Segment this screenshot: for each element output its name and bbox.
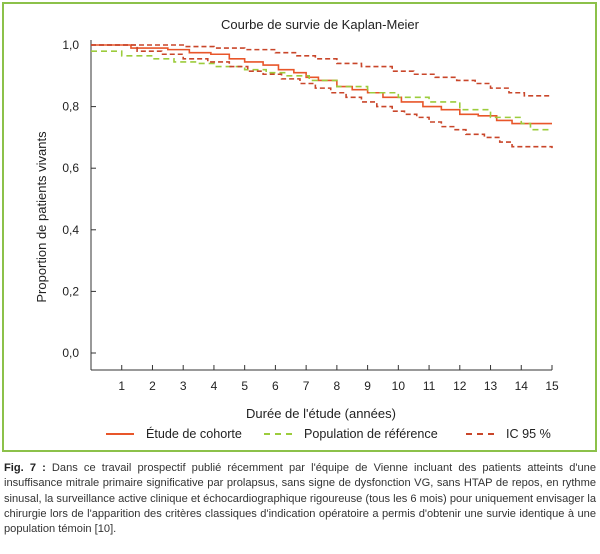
x-tick-label: 4 bbox=[211, 379, 218, 393]
legend-swatch-cohort bbox=[106, 432, 134, 435]
legend-label-cohort: Étude de cohorte bbox=[146, 427, 242, 441]
legend-item-reference: Population de référence bbox=[264, 427, 438, 441]
x-tick-label: 13 bbox=[484, 379, 498, 393]
y-tick-label: 0,0 bbox=[62, 346, 79, 360]
x-tick-label: 15 bbox=[545, 379, 559, 393]
legend-label-ci: IC 95 % bbox=[506, 427, 551, 441]
x-tick-label: 3 bbox=[180, 379, 187, 393]
x-tick-label: 14 bbox=[515, 379, 529, 393]
x-tick-label: 7 bbox=[303, 379, 310, 393]
x-tick-label: 12 bbox=[453, 379, 467, 393]
y-tick-label: 0,4 bbox=[62, 223, 79, 237]
axes bbox=[90, 40, 552, 371]
figure-frame bbox=[2, 2, 597, 452]
caption-text: Dans ce travail prospectif publié récemm… bbox=[4, 462, 596, 536]
y-tick-label: 0,8 bbox=[62, 100, 79, 114]
x-tick-label: 1 bbox=[118, 379, 125, 393]
figure-caption: Fig. 7 : Dans ce travail prospectif publ… bbox=[4, 461, 596, 537]
caption-lead: Fig. 7 : bbox=[4, 462, 46, 474]
series-line-ci-3 bbox=[91, 44, 553, 149]
y-tick-label: 0,6 bbox=[62, 161, 79, 175]
x-tick-label: 10 bbox=[392, 379, 406, 393]
x-tick-label: 8 bbox=[334, 379, 341, 393]
series-group bbox=[91, 44, 553, 149]
legend-swatch-reference bbox=[264, 432, 292, 435]
series-line-ci-2 bbox=[91, 44, 552, 97]
series-line-reference bbox=[91, 50, 552, 131]
y-axis-label: Proportion de patients vivants bbox=[34, 131, 49, 303]
ticks: 1 2 3 4 5 6 7 8 9 10 11 12 13 14 150,00,20,40,60,81,0 bbox=[62, 38, 559, 393]
legend-item-cohort: Étude de cohorte bbox=[106, 427, 242, 441]
series-line-cohort bbox=[91, 44, 552, 125]
legend-item-ci: IC 95 % bbox=[466, 427, 551, 441]
x-tick-label: 6 bbox=[272, 379, 279, 393]
y-tick-label: 0,2 bbox=[62, 284, 79, 298]
legend-swatch-ci bbox=[466, 432, 494, 435]
x-tick-label: 9 bbox=[364, 379, 371, 393]
x-tick-label: 11 bbox=[423, 379, 436, 393]
legend: Étude de cohorte Population de référence… bbox=[0, 427, 600, 445]
chart-title: Courbe de survie de Kaplan-Meier bbox=[221, 17, 420, 32]
kaplan-meier-chart: Courbe de survie de Kaplan-Meier Proport… bbox=[34, 17, 559, 421]
y-tick-label: 1,0 bbox=[62, 38, 79, 52]
x-tick-label: 2 bbox=[149, 379, 156, 393]
legend-label-reference: Population de référence bbox=[304, 427, 438, 441]
x-axis-label: Durée de l'étude (années) bbox=[246, 406, 396, 421]
x-tick-label: 5 bbox=[241, 379, 248, 393]
